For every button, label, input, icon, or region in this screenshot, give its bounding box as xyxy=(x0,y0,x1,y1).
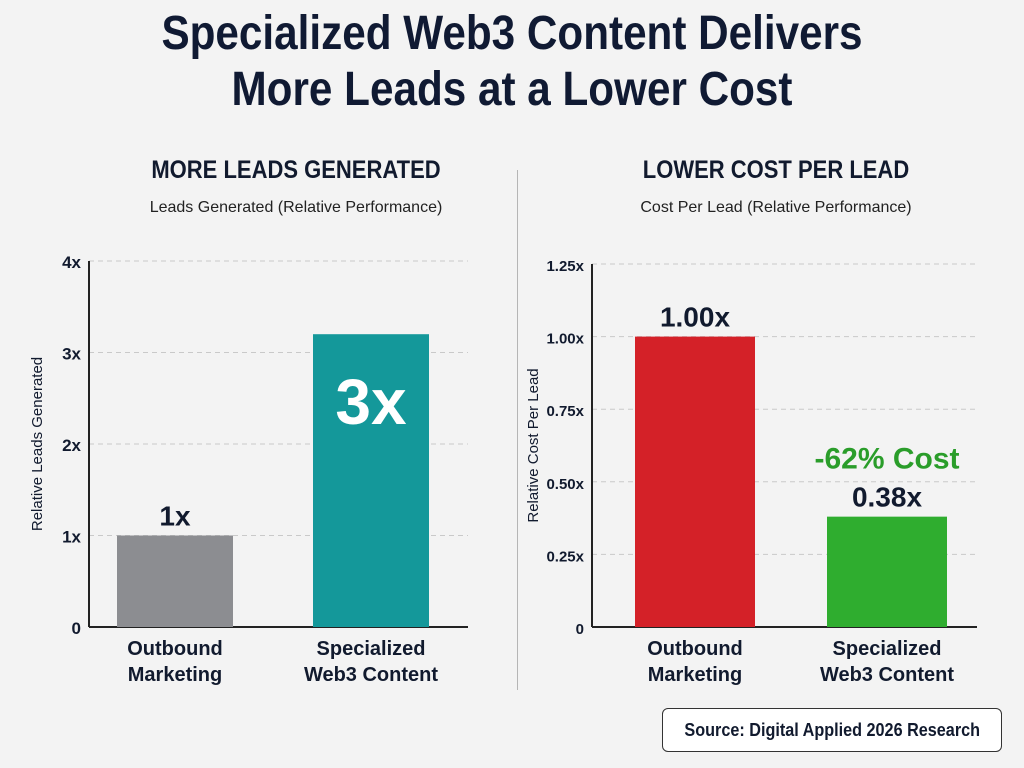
y-axis-title: Relative Cost Per Lead xyxy=(525,368,542,522)
bar xyxy=(313,334,429,627)
x-category-label: Outbound xyxy=(647,638,743,660)
source-note: Source: Digital Applied 2026 Research xyxy=(662,708,1002,752)
y-tick-label: 4x xyxy=(62,253,81,272)
bar-data-label: 1x xyxy=(159,501,191,532)
cost-chart: 0 0.25x 0.50x 0.75x 1.00x 1.25x Relative Cost … xyxy=(525,258,977,686)
panel-divider xyxy=(517,170,518,690)
leads-chart-subtitle: Leads Generated (Relative Performance) xyxy=(149,199,443,216)
bar-data-label: 1.00x xyxy=(660,302,730,333)
y-tick-label: 0.50x xyxy=(546,476,584,493)
bar-data-label: 3x xyxy=(335,366,407,438)
cost-chart-subtitle: Cost Per Lead (Relative Performance) xyxy=(640,199,912,216)
bar xyxy=(827,516,947,627)
main-title-line-2: More Leads at a Lower Cost xyxy=(231,63,793,116)
x-category-label: Web3 Content xyxy=(820,664,954,686)
y-tick-label: 0 xyxy=(576,621,584,638)
source-text: Source: Digital Applied 2026 Research xyxy=(684,719,980,740)
cost-chart-title: LOWER COST PER LEAD xyxy=(642,156,910,184)
y-tick-label: 1.00x xyxy=(546,331,584,348)
main-title-line-1: Specialized Web3 Content Delivers xyxy=(161,7,863,60)
y-tick-label: 3x xyxy=(62,345,81,364)
y-tick-label: 0.25x xyxy=(546,548,584,565)
x-category-label: Specialized xyxy=(317,638,426,660)
bar xyxy=(117,535,233,627)
leads-chart: 0 1x 2x 3x 4x Relative Leads Generated 1x Outbo… xyxy=(29,253,468,686)
x-category-label: Web3 Content xyxy=(304,664,438,686)
x-category-label: Marketing xyxy=(648,664,742,686)
leads-chart-title: MORE LEADS GENERATED xyxy=(151,156,441,184)
y-tick-label: 1.25x xyxy=(546,258,584,275)
bar xyxy=(635,336,755,627)
y-tick-label: 0 xyxy=(72,619,81,638)
x-category-label: Marketing xyxy=(128,664,222,686)
y-tick-label: 0.75x xyxy=(546,403,584,420)
x-category-label: Outbound xyxy=(127,638,223,660)
y-axis-title: Relative Leads Generated xyxy=(29,357,46,531)
bar-data-label: 0.38x xyxy=(852,482,922,513)
main-title: Specialized Web3 Content Delivers More L… xyxy=(61,6,962,118)
y-tick-label: 2x xyxy=(62,436,81,455)
savings-annotation: -62% Cost xyxy=(814,443,959,476)
x-category-label: Specialized xyxy=(833,638,942,660)
y-tick-label: 1x xyxy=(62,528,81,547)
